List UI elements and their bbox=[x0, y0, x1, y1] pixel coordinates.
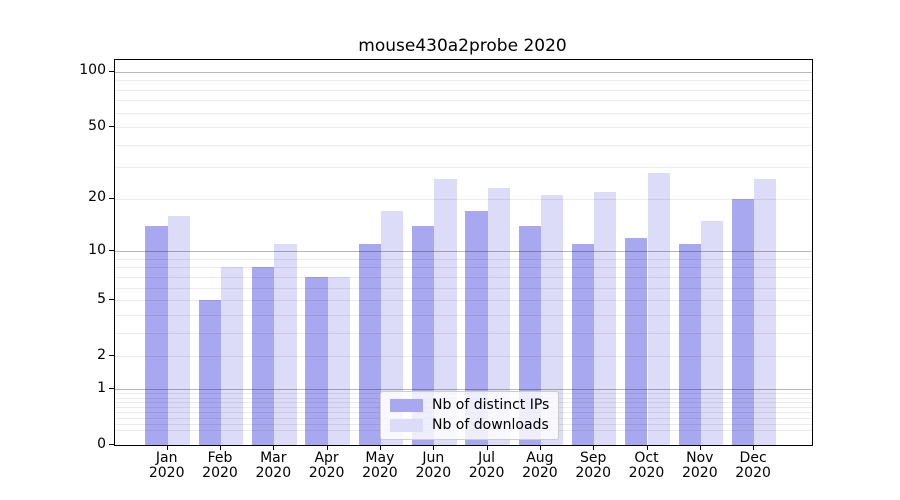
x-tick-mark bbox=[646, 445, 648, 450]
y-tick-mark bbox=[109, 126, 114, 128]
bar-ips-aug bbox=[518, 226, 541, 445]
x-tick-label: Apr 2020 bbox=[308, 450, 345, 481]
x-tick-mark bbox=[379, 445, 381, 450]
bar-ips-nov bbox=[678, 244, 701, 445]
bar-ips-may bbox=[358, 244, 381, 445]
bar-downloads-jul bbox=[487, 188, 510, 445]
y-tick-label: 20 bbox=[88, 189, 106, 206]
bar-downloads-dec bbox=[754, 178, 777, 445]
x-tick-mark bbox=[220, 445, 221, 450]
bar-downloads-apr bbox=[327, 276, 350, 445]
x-tick-mark bbox=[326, 445, 328, 450]
x-tick-label: Nov 2020 bbox=[681, 450, 718, 481]
bar-ips-jul bbox=[465, 211, 488, 445]
bar-downloads-jun bbox=[434, 178, 457, 445]
x-tick-label: Aug 2020 bbox=[522, 450, 558, 481]
x-tick-label: Mar 2020 bbox=[255, 450, 292, 481]
y-tick-label: 10 bbox=[88, 241, 106, 258]
y-tick-label: 100 bbox=[79, 62, 106, 79]
legend-label-downloads: Nb of downloads bbox=[432, 417, 549, 433]
legend-swatch-distinct-ips-icon bbox=[390, 398, 423, 412]
bar-ips-sep bbox=[571, 244, 595, 445]
y-tick-label: 1 bbox=[97, 379, 106, 396]
y-tick-label: 0 bbox=[97, 435, 106, 452]
legend-swatch-downloads-icon bbox=[390, 418, 423, 432]
x-tick-mark bbox=[486, 445, 488, 450]
bar-downloads-nov bbox=[700, 220, 724, 445]
y-tick-mark bbox=[109, 250, 114, 252]
x-tick-label: Jul 2020 bbox=[468, 450, 505, 481]
bars-layer bbox=[115, 60, 812, 445]
x-tick-label: Sep 2020 bbox=[575, 450, 611, 481]
y-tick-label: 50 bbox=[88, 117, 106, 134]
x-tick-mark bbox=[539, 445, 541, 450]
y-tick-mark bbox=[109, 388, 114, 389]
x-tick-mark bbox=[753, 445, 755, 450]
bar-ips-dec bbox=[731, 198, 755, 445]
bar-downloads-oct bbox=[647, 172, 670, 445]
bar-downloads-aug bbox=[540, 195, 564, 445]
y-tick-mark bbox=[109, 70, 114, 72]
bar-ips-jun bbox=[411, 226, 435, 445]
bar-downloads-jan bbox=[167, 215, 190, 445]
bar-downloads-may bbox=[380, 211, 404, 445]
y-tick-mark bbox=[109, 355, 114, 357]
bar-ips-oct bbox=[625, 237, 648, 445]
y-tick-mark bbox=[109, 444, 114, 445]
bar-downloads-mar bbox=[274, 244, 297, 445]
x-tick-label: Oct 2020 bbox=[628, 450, 665, 481]
chart-title: mouse430a2probe 2020 bbox=[358, 36, 567, 56]
legend-entry-distinct-ips: Nb of distinct IPs bbox=[390, 397, 549, 413]
y-tick-mark bbox=[109, 299, 114, 301]
bar-downloads-feb bbox=[221, 267, 244, 445]
x-tick-label: May 2020 bbox=[362, 450, 398, 481]
x-tick-mark bbox=[433, 445, 435, 450]
x-tick-mark bbox=[273, 445, 275, 450]
bar-ips-mar bbox=[252, 267, 275, 445]
x-tick-label: Jan 2020 bbox=[148, 450, 185, 481]
bar-downloads-sep bbox=[594, 191, 617, 445]
legend-entry-downloads: Nb of downloads bbox=[390, 417, 549, 433]
x-tick-mark bbox=[593, 445, 595, 450]
x-tick-mark bbox=[699, 445, 701, 450]
y-tick-label: 5 bbox=[97, 290, 106, 307]
plot-area: Nb of distinct IPs Nb of downloads bbox=[114, 59, 813, 446]
bar-ips-apr bbox=[305, 276, 328, 445]
y-tick-mark bbox=[109, 197, 114, 199]
x-tick-label: Feb 2020 bbox=[202, 450, 238, 481]
legend-label-distinct-ips: Nb of distinct IPs bbox=[432, 397, 550, 413]
bar-ips-jan bbox=[145, 226, 168, 445]
x-tick-label: Jun 2020 bbox=[415, 450, 452, 481]
legend: Nb of distinct IPs Nb of downloads bbox=[380, 391, 560, 440]
x-tick-label: Dec 2020 bbox=[735, 450, 771, 481]
y-tick-label: 2 bbox=[97, 346, 106, 363]
x-tick-mark bbox=[166, 445, 168, 450]
bar-ips-feb bbox=[198, 300, 221, 445]
